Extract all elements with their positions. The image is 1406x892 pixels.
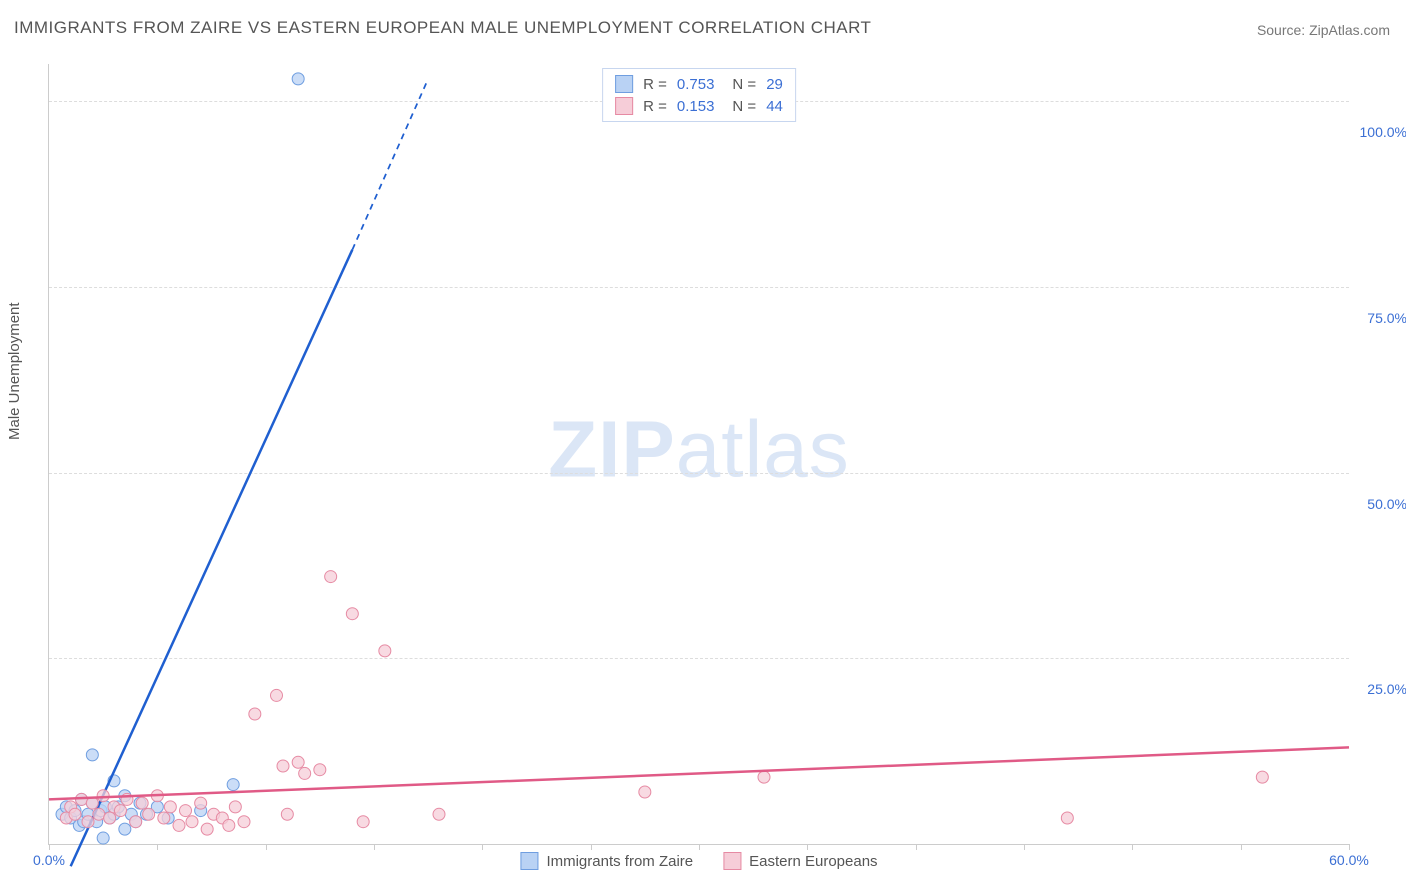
scatter-point-eastern <box>249 708 261 720</box>
x-tick <box>591 844 592 850</box>
y-tick-label: 50.0% <box>1357 496 1406 512</box>
scatter-point-eastern <box>379 645 391 657</box>
scatter-point-eastern <box>1256 771 1268 783</box>
x-tick-label: 0.0% <box>33 852 65 868</box>
legend-n-value: 29 <box>766 76 783 93</box>
scatter-point-eastern <box>314 764 326 776</box>
scatter-point-eastern <box>173 819 185 831</box>
scatter-point-eastern <box>69 808 81 820</box>
trend-line-dashed-zaire <box>352 79 428 250</box>
legend-n-value: 44 <box>766 98 783 115</box>
scatter-point-eastern <box>433 808 445 820</box>
legend-series: Immigrants from Zaire Eastern Europeans <box>520 852 877 870</box>
scatter-point-eastern <box>164 801 176 813</box>
scatter-point-zaire <box>119 823 131 835</box>
plot-area: ZIPatlas 25.0%50.0%75.0%100.0% 0.0%60.0%… <box>48 64 1349 845</box>
scatter-point-eastern <box>93 808 105 820</box>
legend-bottom-item: Immigrants from Zaire <box>520 852 693 870</box>
scatter-point-eastern <box>229 801 241 813</box>
scatter-point-eastern <box>143 808 155 820</box>
y-tick-label: 100.0% <box>1357 124 1406 140</box>
scatter-point-eastern <box>97 790 109 802</box>
y-tick-label: 75.0% <box>1357 310 1406 326</box>
legend-r-label: R = <box>643 98 667 115</box>
x-tick <box>1349 844 1350 850</box>
legend-n-label: N = <box>732 76 756 93</box>
source-attribution: Source: ZipAtlas.com <box>1257 22 1390 38</box>
scatter-point-eastern <box>223 819 235 831</box>
y-axis-label: Male Unemployment <box>6 302 23 440</box>
x-tick <box>1132 844 1133 850</box>
scatter-point-zaire <box>292 73 304 85</box>
scatter-point-zaire <box>97 832 109 844</box>
scatter-point-eastern <box>180 805 192 817</box>
trend-line-eastern <box>49 747 1349 799</box>
scatter-point-eastern <box>292 756 304 768</box>
scatter-point-eastern <box>186 816 198 828</box>
legend-bottom-item: Eastern Europeans <box>723 852 877 870</box>
scatter-point-zaire <box>86 749 98 761</box>
x-tick-label: 60.0% <box>1329 852 1369 868</box>
x-tick <box>374 844 375 850</box>
x-tick <box>1024 844 1025 850</box>
legend-swatch-eastern <box>615 97 633 115</box>
legend-bottom-swatch <box>723 852 741 870</box>
scatter-point-zaire <box>227 779 239 791</box>
scatter-point-eastern <box>1061 812 1073 824</box>
legend-r-value: 0.153 <box>677 98 715 115</box>
chart-title: IMMIGRANTS FROM ZAIRE VS EASTERN EUROPEA… <box>14 18 871 38</box>
x-tick <box>1241 844 1242 850</box>
scatter-point-eastern <box>158 812 170 824</box>
scatter-point-eastern <box>201 823 213 835</box>
legend-swatch-zaire <box>615 75 633 93</box>
legend-row-eastern: R = 0.153 N = 44 <box>615 95 783 117</box>
scatter-point-eastern <box>82 816 94 828</box>
scatter-point-eastern <box>281 808 293 820</box>
x-tick <box>807 844 808 850</box>
legend-row-zaire: R = 0.753 N = 29 <box>615 73 783 95</box>
legend-r-label: R = <box>643 76 667 93</box>
scatter-point-eastern <box>325 571 337 583</box>
x-tick <box>699 844 700 850</box>
plot-svg <box>49 64 1349 844</box>
scatter-point-eastern <box>104 812 116 824</box>
legend-correlation: R = 0.753 N = 29 R = 0.153 N = 44 <box>602 68 796 122</box>
scatter-point-eastern <box>357 816 369 828</box>
scatter-point-eastern <box>130 816 142 828</box>
scatter-point-eastern <box>639 786 651 798</box>
x-tick <box>482 844 483 850</box>
scatter-point-eastern <box>299 767 311 779</box>
x-tick <box>916 844 917 850</box>
legend-n-label: N = <box>732 98 756 115</box>
scatter-point-eastern <box>346 608 358 620</box>
legend-r-value: 0.753 <box>677 76 715 93</box>
scatter-point-eastern <box>238 816 250 828</box>
scatter-point-eastern <box>758 771 770 783</box>
x-tick <box>49 844 50 850</box>
x-tick <box>266 844 267 850</box>
legend-bottom-swatch <box>520 852 538 870</box>
y-tick-label: 25.0% <box>1357 681 1406 697</box>
source-prefix: Source: <box>1257 22 1309 38</box>
x-tick <box>157 844 158 850</box>
scatter-point-eastern <box>195 797 207 809</box>
scatter-point-eastern <box>277 760 289 772</box>
scatter-point-eastern <box>136 797 148 809</box>
legend-bottom-label: Immigrants from Zaire <box>546 853 693 870</box>
scatter-point-eastern <box>271 689 283 701</box>
legend-bottom-label: Eastern Europeans <box>749 853 877 870</box>
source-name: ZipAtlas.com <box>1309 22 1390 38</box>
scatter-point-eastern <box>115 805 127 817</box>
